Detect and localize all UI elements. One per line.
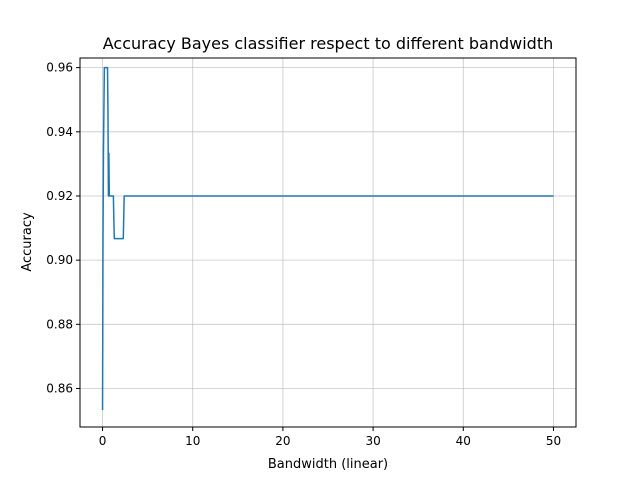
- y-tick-label: 0.92: [46, 189, 73, 203]
- x-tick-label: 0: [99, 434, 107, 448]
- y-tick-label: 0.94: [46, 125, 73, 139]
- x-axis-label: Bandwidth (linear): [268, 457, 388, 472]
- x-tick-label: 10: [185, 434, 200, 448]
- x-axis-ticks: 0 10 20 30 40 50: [99, 427, 561, 448]
- y-axis-ticks: 0.86 0.88 0.90 0.92 0.94 0.96: [46, 61, 80, 395]
- y-tick-label: 0.90: [46, 253, 73, 267]
- accuracy-series-line: [101, 66, 554, 410]
- y-tick-label: 0.96: [46, 61, 73, 75]
- y-tick-label: 0.88: [46, 317, 73, 331]
- x-tick-label: 40: [456, 434, 471, 448]
- plot-line-group: [101, 66, 554, 410]
- y-tick-label: 0.86: [46, 381, 73, 395]
- chart-title: Accuracy Bayes classifier respect to dif…: [103, 34, 554, 53]
- x-tick-label: 30: [365, 434, 380, 448]
- x-tick-label: 50: [546, 434, 561, 448]
- plot-frame: [79, 57, 577, 428]
- x-tick-label: 20: [275, 434, 290, 448]
- y-axis-label: Accuracy: [20, 212, 35, 272]
